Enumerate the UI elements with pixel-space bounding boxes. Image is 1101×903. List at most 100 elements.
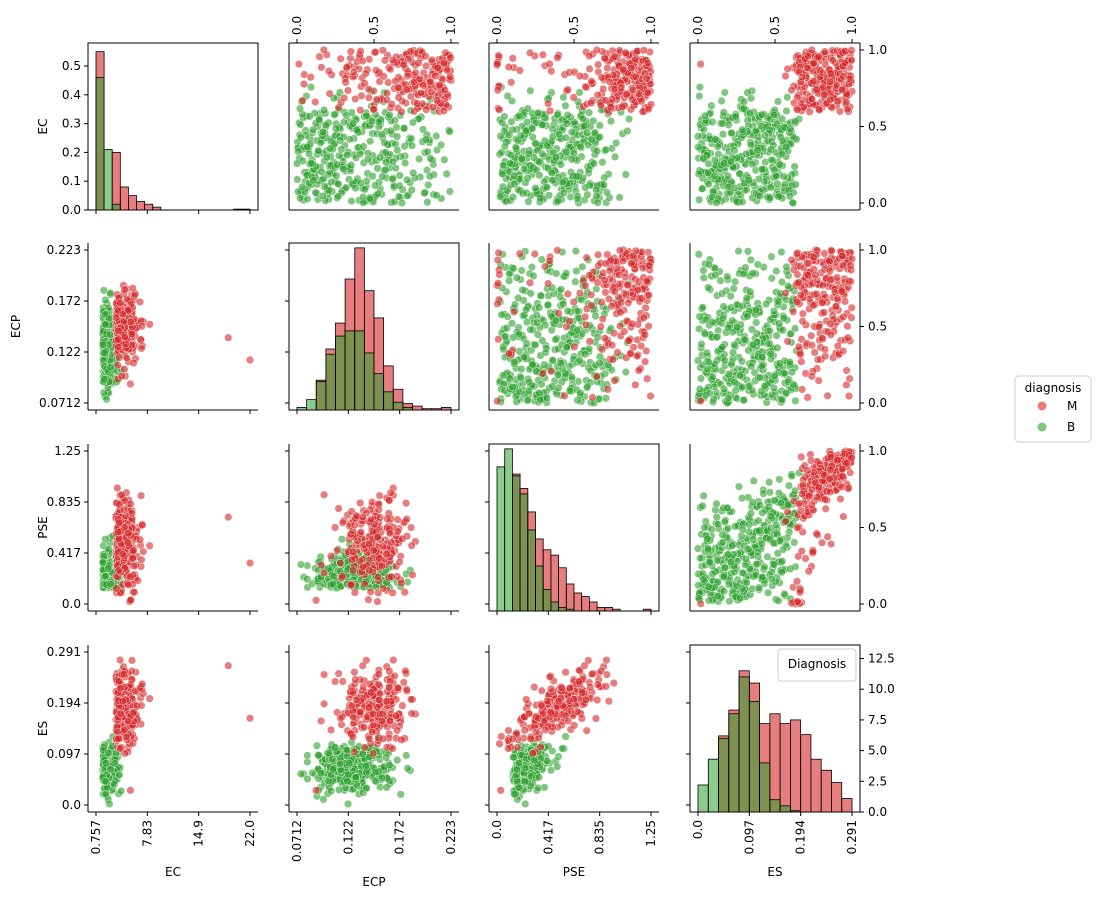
- scatter-point-M: [605, 295, 613, 303]
- scatter-point-B: [709, 570, 717, 578]
- scatter-point-M: [386, 497, 394, 505]
- scatter-point-B: [518, 267, 526, 275]
- scatter-point-B: [344, 151, 352, 159]
- scatter-point-B: [394, 146, 402, 154]
- scatter-point-B: [319, 128, 327, 136]
- scatter-point-B: [783, 107, 791, 115]
- scatter-point-B: [752, 306, 760, 314]
- scatter-point-M: [408, 542, 416, 550]
- scatter-point-B: [791, 539, 799, 547]
- scatter-point-M: [794, 106, 802, 114]
- scatter-point-B: [318, 168, 326, 176]
- scatter-point-B: [595, 134, 603, 142]
- scatter-point-B: [775, 298, 783, 306]
- scatter-point-M: [555, 309, 563, 317]
- scatter-point-B: [518, 155, 526, 163]
- scatter-point-M: [398, 108, 406, 116]
- scatter-point-B: [593, 192, 601, 200]
- scatter-point-B: [701, 524, 709, 532]
- scatter-point-B: [731, 378, 739, 386]
- scatter-point-M: [604, 386, 612, 394]
- scatter-point-M: [526, 49, 534, 57]
- scatter-point-M: [347, 55, 355, 63]
- scatter-point-M: [586, 52, 594, 60]
- scatter-point-B: [583, 129, 591, 137]
- panel-ECP-EC: [88, 243, 258, 410]
- scatter-point-M: [798, 386, 806, 394]
- scatter-point-M: [635, 367, 643, 375]
- scatter-point-B: [740, 396, 748, 404]
- scatter-point-B: [774, 344, 782, 352]
- scatter-point-M: [547, 368, 555, 376]
- scatter-point-B: [573, 195, 581, 203]
- scatter-point-B: [515, 112, 523, 120]
- scatter-point-M: [394, 528, 402, 536]
- hist-bar-B: [104, 150, 112, 210]
- scatter-point-B: [762, 300, 770, 308]
- scatter-point-B: [740, 98, 748, 106]
- scatter-point-M: [361, 580, 369, 588]
- scatter-point-B: [785, 482, 793, 490]
- scatter-point-B: [527, 326, 535, 334]
- scatter-point-B: [563, 120, 571, 128]
- scatter-point-B: [567, 193, 575, 201]
- scatter-point-M: [325, 67, 333, 75]
- scatter-point-B: [509, 193, 517, 201]
- hist-bar-B: [297, 407, 307, 410]
- scatter-point-B: [733, 324, 741, 332]
- panel-EC-PSE: [489, 43, 659, 210]
- scatter-point-M: [614, 349, 622, 357]
- scatter-point-M: [402, 499, 410, 507]
- scatter-point-B: [568, 128, 576, 136]
- scatter-point-B: [624, 127, 632, 135]
- scatter-point-B: [776, 360, 784, 368]
- scatter-point-M: [350, 548, 358, 556]
- scatter-point-M: [119, 550, 127, 558]
- scatter-point-B: [770, 307, 778, 315]
- scatter-point-B: [499, 170, 507, 178]
- scatter-point-M: [125, 530, 133, 538]
- scatter-point-B: [519, 286, 527, 294]
- scatter-point-B: [424, 148, 432, 156]
- scatter-point-M: [114, 528, 122, 536]
- scatter-point-B: [336, 137, 344, 145]
- hist-bar-B: [364, 353, 374, 410]
- scatter-point-M: [516, 67, 524, 75]
- scatter-point-M: [432, 72, 440, 80]
- scatter-point-M: [128, 330, 136, 338]
- scatter-point-B: [747, 288, 755, 296]
- scatter-point-M: [582, 83, 590, 91]
- scatter-point-B: [296, 105, 304, 113]
- scatter-point-M: [127, 500, 135, 508]
- scatter-point-M: [367, 516, 375, 524]
- scatter-point-B: [342, 184, 350, 192]
- scatter-point-M: [846, 75, 854, 83]
- scatter-point-B: [543, 142, 551, 150]
- scatter-point-M: [845, 392, 853, 400]
- scatter-point-M: [827, 331, 835, 339]
- scatter-point-B: [742, 555, 750, 563]
- scatter-point-B: [539, 150, 547, 158]
- scatter-point-B: [747, 363, 755, 371]
- scatter-point-B: [532, 341, 540, 349]
- scatter-point-B: [754, 261, 762, 269]
- scatter-point-M: [611, 288, 619, 296]
- scatter-point-B: [695, 196, 703, 204]
- scatter-point-B: [524, 174, 532, 182]
- hist-bar-M: [432, 409, 442, 410]
- scatter-point-M: [337, 55, 345, 63]
- scatter-point-M: [127, 597, 135, 605]
- scatter-point-M: [127, 573, 135, 581]
- scatter-point-M: [645, 262, 653, 270]
- scatter-point-B: [522, 127, 530, 135]
- scatter-point-B: [704, 284, 712, 292]
- scatter-point-B: [730, 285, 738, 293]
- scatter-point-M: [494, 397, 502, 405]
- scatter-point-B: [102, 572, 110, 580]
- scatter-point-B: [381, 139, 389, 147]
- scatter-point-M: [386, 530, 394, 538]
- scatter-point-B: [322, 121, 330, 129]
- scatter-point-B: [578, 296, 586, 304]
- hist-bar-B: [520, 494, 528, 611]
- scatter-point-M: [331, 524, 339, 532]
